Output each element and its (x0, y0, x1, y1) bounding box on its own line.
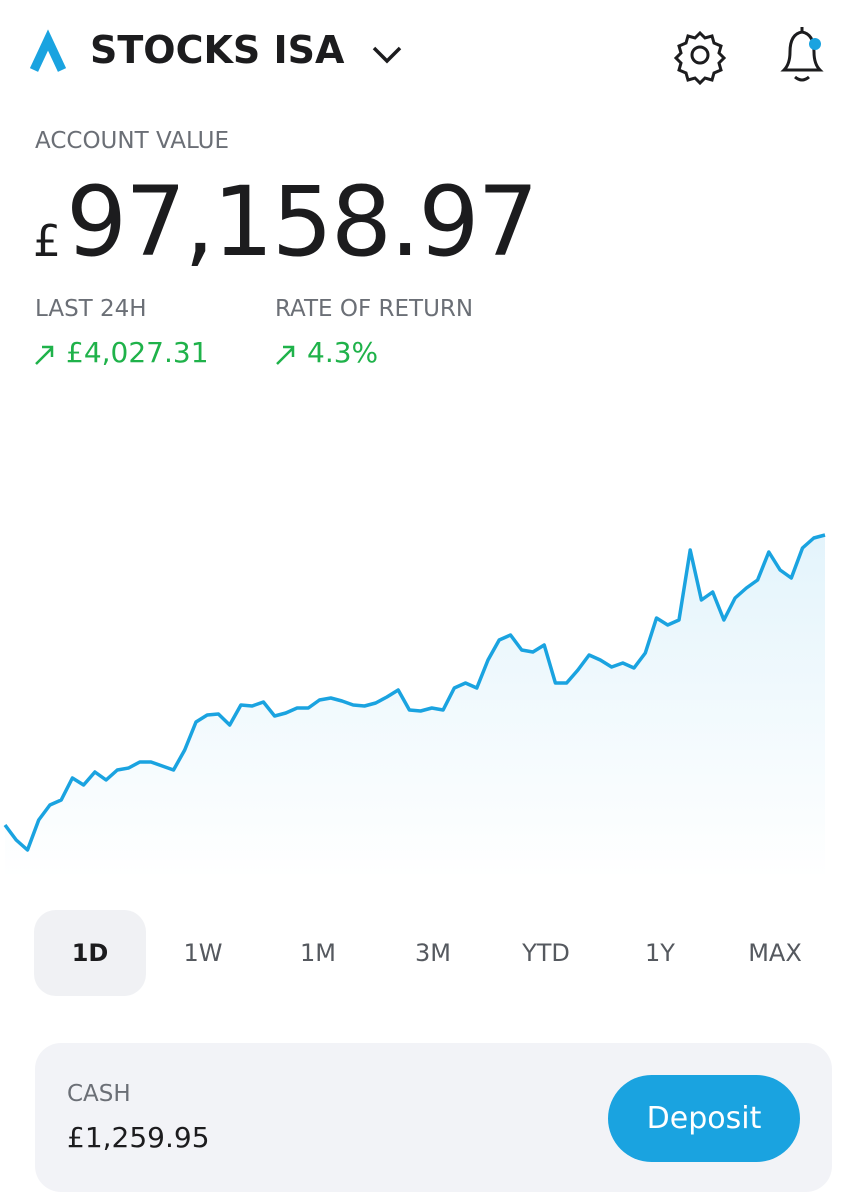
cash-card: CASH £1,259.95 Deposit (35, 1043, 832, 1192)
up-arrow (276, 345, 295, 365)
period-tab[interactable]: MAX (748, 939, 802, 967)
stat-label: RATE OF RETURN (275, 296, 474, 322)
period-tab[interactable]: 1D (34, 910, 146, 996)
period-tab[interactable]: YTD (522, 939, 570, 967)
account-value-label: ACCOUNT VALUE (35, 128, 229, 154)
dropdown-icon[interactable] (372, 46, 402, 64)
up-arrow (35, 345, 54, 365)
settings-icon[interactable] (673, 30, 727, 86)
notification-dot (809, 38, 821, 50)
chart (3, 533, 826, 880)
currency-symbol: £ (33, 216, 61, 267)
stat-value: £4,027.31 (66, 336, 209, 369)
account-value: 97,158.97 (66, 166, 539, 278)
logo (29, 29, 67, 72)
deposit-button[interactable]: Deposit (608, 1075, 800, 1162)
line (3, 533, 826, 852)
account-title[interactable]: STOCKS ISA (90, 28, 345, 72)
stat-label: LAST 24H (35, 296, 147, 322)
period-tab[interactable]: 1W (183, 939, 223, 967)
stat-value: 4.3% (307, 336, 379, 369)
cash-label: CASH (67, 1081, 131, 1107)
period-tab[interactable]: 1Y (645, 939, 675, 967)
notifications-icon[interactable] (780, 27, 824, 82)
cash-value: £1,259.95 (67, 1121, 210, 1154)
area (5, 535, 825, 880)
period-tab[interactable]: 3M (415, 939, 451, 967)
period-tab[interactable]: 1M (300, 939, 336, 967)
